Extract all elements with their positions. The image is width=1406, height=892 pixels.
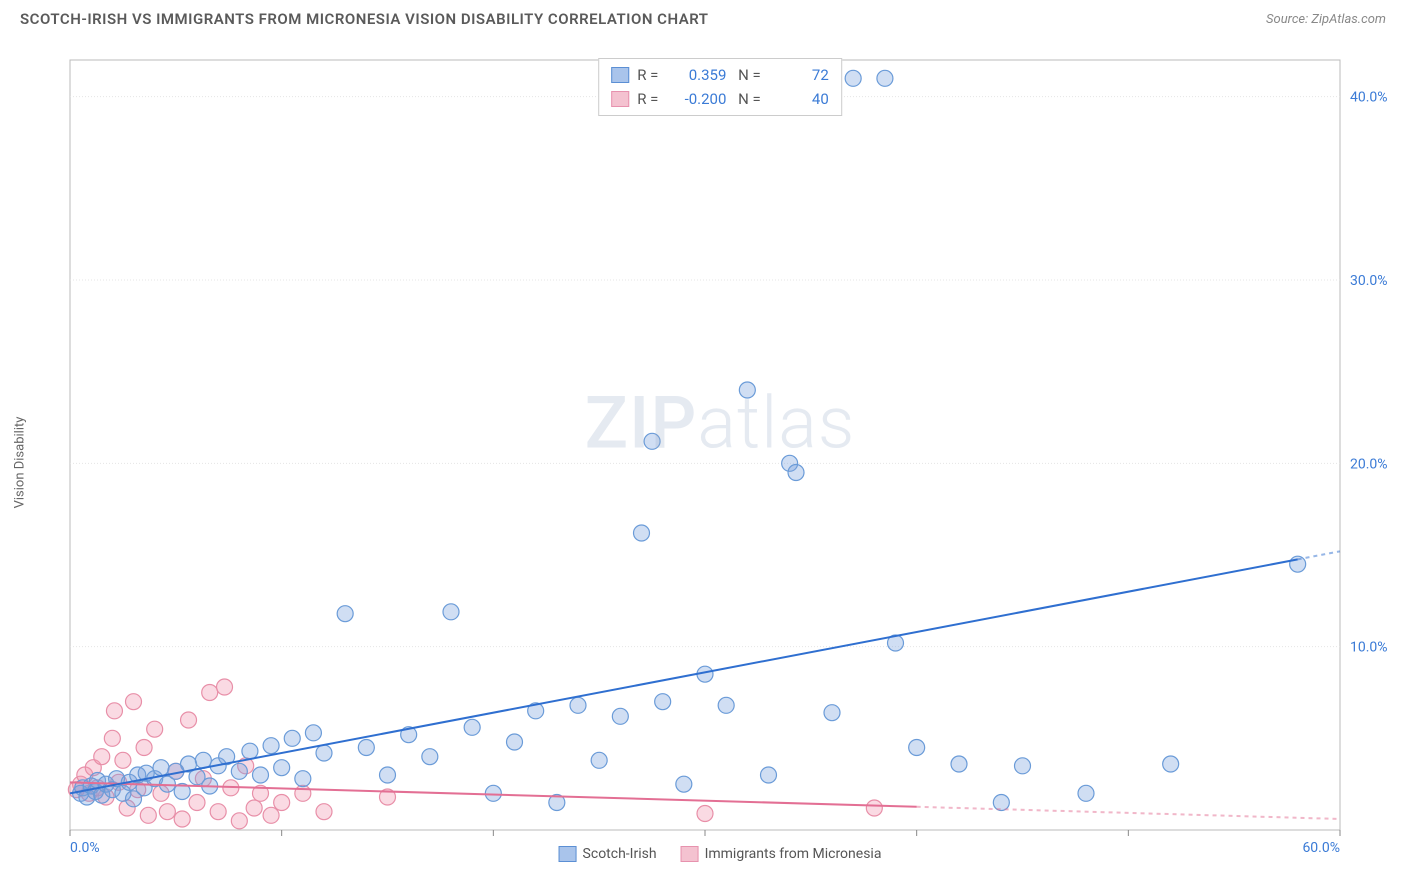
legend-n-val-1: 40 xyxy=(769,87,829,111)
legend-series-item-0: Scotch-Irish xyxy=(559,846,657,862)
chart-title: SCOTCH-IRISH VS IMMIGRANTS FROM MICRONES… xyxy=(20,10,709,28)
legend-swatch-1 xyxy=(611,91,629,107)
y-axis-label: Vision Disability xyxy=(13,417,28,509)
legend-n-val-0: 72 xyxy=(769,63,829,87)
svg-text:40.0%: 40.0% xyxy=(1350,90,1388,106)
legend-stats: R = 0.359 N = 72 R = -0.200 N = 40 xyxy=(598,58,842,116)
source-label: Source: ZipAtlas.com xyxy=(1266,12,1386,27)
legend-series-item-1: Immigrants from Micronesia xyxy=(681,846,882,862)
svg-text:60.0%: 60.0% xyxy=(1302,840,1340,856)
legend-r-val-0: 0.359 xyxy=(666,63,726,87)
legend-r-val-1: -0.200 xyxy=(666,87,726,111)
legend-series-label-0: Scotch-Irish xyxy=(583,846,657,862)
title-bar: SCOTCH-IRISH VS IMMIGRANTS FROM MICRONES… xyxy=(0,0,1406,36)
legend-swatch-0 xyxy=(611,67,629,83)
legend-stats-row-0: R = 0.359 N = 72 xyxy=(611,63,829,87)
scatter-chart: 10.0% 20.0% 30.0% 40.0% 0.0% 60.0% xyxy=(50,50,1390,860)
svg-text:10.0%: 10.0% xyxy=(1350,640,1388,656)
legend-series-swatch-0 xyxy=(559,846,577,862)
chart-container: Vision Disability ZIPatlas 10.0%20.0%30.… xyxy=(50,50,1390,860)
legend-n-label-1: N = xyxy=(734,87,760,111)
legend-n-label-0: N = xyxy=(734,63,760,87)
svg-text:20.0%: 20.0% xyxy=(1350,456,1388,472)
legend-series-swatch-1 xyxy=(681,846,699,862)
legend-r-label-1: R = xyxy=(637,87,658,111)
legend-series: Scotch-Irish Immigrants from Micronesia xyxy=(559,846,882,862)
svg-text:0.0%: 0.0% xyxy=(70,840,100,856)
legend-stats-row-1: R = -0.200 N = 40 xyxy=(611,87,829,111)
svg-text:30.0%: 30.0% xyxy=(1350,273,1388,289)
legend-series-label-1: Immigrants from Micronesia xyxy=(705,846,882,862)
legend-r-label-0: R = xyxy=(637,63,658,87)
